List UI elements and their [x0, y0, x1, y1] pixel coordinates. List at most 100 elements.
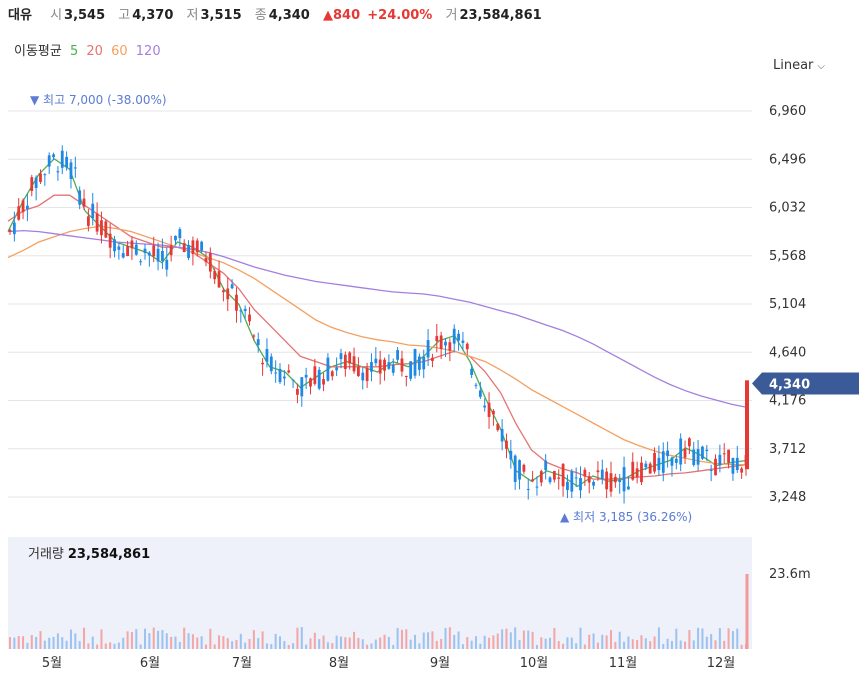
candle-body: [378, 359, 382, 374]
candle-body: [126, 246, 129, 257]
volume-bar: [331, 643, 334, 649]
volume-panel-title: 거래량 23,584,861: [28, 543, 150, 562]
candle-body: [221, 290, 225, 293]
volume-bar: [209, 628, 212, 649]
volume-bar: [379, 637, 382, 649]
candle-body: [470, 368, 474, 375]
min-annotation: ▲ 최저 3,185 (36.26%): [560, 510, 692, 524]
volume-bar: [35, 636, 38, 649]
candle-body: [474, 384, 478, 386]
volume-bar: [39, 631, 42, 649]
volume-bar: [313, 632, 316, 649]
volume-bar: [418, 643, 421, 649]
candle-body: [56, 171, 60, 173]
candle-body: [496, 423, 500, 431]
candle-body: [86, 216, 90, 226]
x-tick-label: 9월: [430, 656, 450, 671]
volume-bar: [144, 628, 147, 649]
candle-body: [431, 357, 434, 361]
candle-body: [335, 367, 339, 371]
candle-body: [300, 377, 304, 397]
volume-bar: [22, 636, 25, 649]
volume-bar: [579, 627, 582, 649]
candle-body: [330, 371, 334, 377]
volume-bar: [13, 637, 16, 649]
y-tick-label: 6,960: [769, 104, 806, 119]
scale-selector[interactable]: Linear ⌵: [773, 58, 825, 73]
candle-body: [596, 470, 600, 473]
candle-body: [104, 221, 108, 238]
candle-body: [396, 350, 399, 360]
candle-body: [326, 357, 330, 381]
x-tick-label: 5월: [42, 656, 62, 671]
volume-bar: [544, 638, 547, 649]
candle-body: [653, 452, 656, 472]
scale-selector-label: Linear: [773, 58, 814, 73]
candle-body: [204, 257, 208, 263]
volume-bar: [52, 636, 55, 649]
candle-body: [152, 245, 156, 257]
candle-body: [348, 352, 352, 364]
volume-bar: [357, 637, 360, 649]
ma-5-label: 5: [69, 44, 79, 59]
volume-bar: [731, 631, 734, 649]
volume-bar: [161, 630, 164, 649]
candle-body: [413, 349, 417, 376]
candle-body: [235, 294, 238, 311]
volume-bar: [126, 631, 129, 649]
candle-body: [727, 449, 730, 463]
candle-body: [248, 314, 251, 322]
y-tick-label: 3,712: [769, 442, 806, 457]
volume-bar: [527, 630, 530, 649]
volume-bar: [252, 630, 255, 649]
candle-body: [191, 240, 195, 255]
low-value: 3,515: [200, 8, 242, 23]
volume-bar: [353, 631, 356, 649]
candle-body: [60, 150, 64, 168]
candle-body: [422, 356, 426, 370]
y-tick-label: 4,640: [769, 345, 806, 360]
volume-bar: [292, 643, 295, 649]
candle-body: [296, 388, 299, 395]
volume-bar: [9, 637, 11, 649]
volume-bar: [518, 639, 521, 649]
volume-bar: [96, 644, 99, 649]
volume-bar: [627, 636, 630, 649]
candle-body: [439, 335, 443, 349]
candle-body: [522, 464, 526, 472]
volume-bar: [609, 630, 612, 649]
volume-bar: [339, 636, 342, 649]
volume-bar: [366, 644, 369, 649]
candle-body: [391, 364, 395, 373]
current-price-tag: [752, 372, 859, 395]
volume-bar: [505, 628, 508, 649]
volume-bar: [688, 630, 691, 649]
candle-body: [78, 190, 82, 205]
candle-body: [108, 233, 112, 248]
volume-bar: [483, 635, 486, 649]
volume-bar: [370, 643, 373, 649]
candle-body: [361, 372, 365, 381]
volume-bar: [448, 627, 451, 649]
volume-bar: [522, 630, 525, 649]
candle-body: [39, 173, 42, 182]
volume-bar: [440, 638, 443, 649]
candle-body: [100, 220, 103, 236]
volume-bar: [261, 631, 264, 649]
candle-body: [387, 362, 391, 369]
volume-bar: [130, 632, 133, 649]
candle-body: [627, 486, 630, 490]
candle-body: [509, 450, 513, 460]
candle-body: [535, 486, 539, 488]
candle-body: [269, 356, 273, 372]
volume-bar: [636, 639, 639, 649]
volume-bar: [65, 640, 68, 649]
candle-body: [404, 375, 408, 377]
ma-60-line: [7, 225, 747, 466]
candle-body: [304, 374, 308, 378]
volume-bar: [684, 641, 687, 649]
volume-bar: [279, 636, 282, 649]
volume-bar: [300, 627, 303, 649]
candle-body: [670, 457, 674, 466]
